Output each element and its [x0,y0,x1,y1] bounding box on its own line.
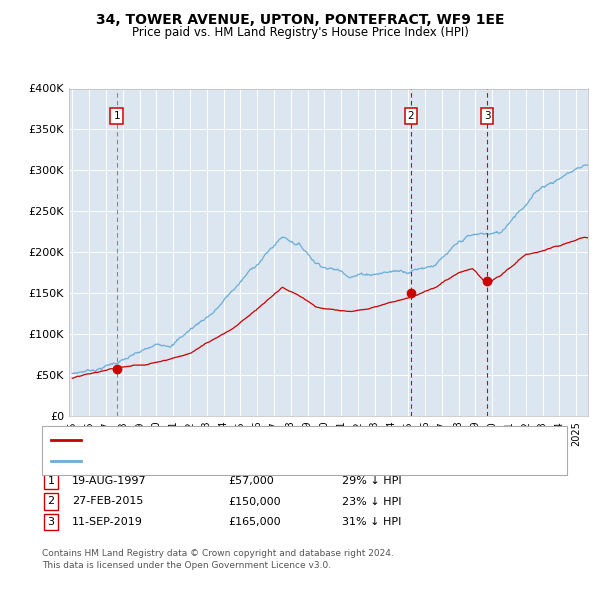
Text: 3: 3 [484,112,490,122]
Text: 23% ↓ HPI: 23% ↓ HPI [342,497,401,506]
Text: 1: 1 [47,476,55,486]
Text: 2: 2 [47,497,55,506]
Text: 31% ↓ HPI: 31% ↓ HPI [342,517,401,527]
Text: 11-SEP-2019: 11-SEP-2019 [72,517,143,527]
Text: 2: 2 [407,112,415,122]
Text: 34, TOWER AVENUE, UPTON, PONTEFRACT, WF9 1EE (detached house): 34, TOWER AVENUE, UPTON, PONTEFRACT, WF9… [85,435,438,445]
Text: £165,000: £165,000 [228,517,281,527]
Text: 27-FEB-2015: 27-FEB-2015 [72,497,143,506]
Text: 29% ↓ HPI: 29% ↓ HPI [342,476,401,486]
Text: £150,000: £150,000 [228,497,281,506]
Text: 34, TOWER AVENUE, UPTON, PONTEFRACT, WF9 1EE: 34, TOWER AVENUE, UPTON, PONTEFRACT, WF9… [96,13,504,27]
Text: 1: 1 [113,112,120,122]
Text: This data is licensed under the Open Government Licence v3.0.: This data is licensed under the Open Gov… [42,560,331,570]
Text: Price paid vs. HM Land Registry's House Price Index (HPI): Price paid vs. HM Land Registry's House … [131,26,469,39]
Text: Contains HM Land Registry data © Crown copyright and database right 2024.: Contains HM Land Registry data © Crown c… [42,549,394,558]
Text: 19-AUG-1997: 19-AUG-1997 [72,476,146,486]
Text: £57,000: £57,000 [228,476,274,486]
Text: HPI: Average price, detached house, Wakefield: HPI: Average price, detached house, Wake… [85,456,319,466]
Text: 3: 3 [47,517,55,527]
